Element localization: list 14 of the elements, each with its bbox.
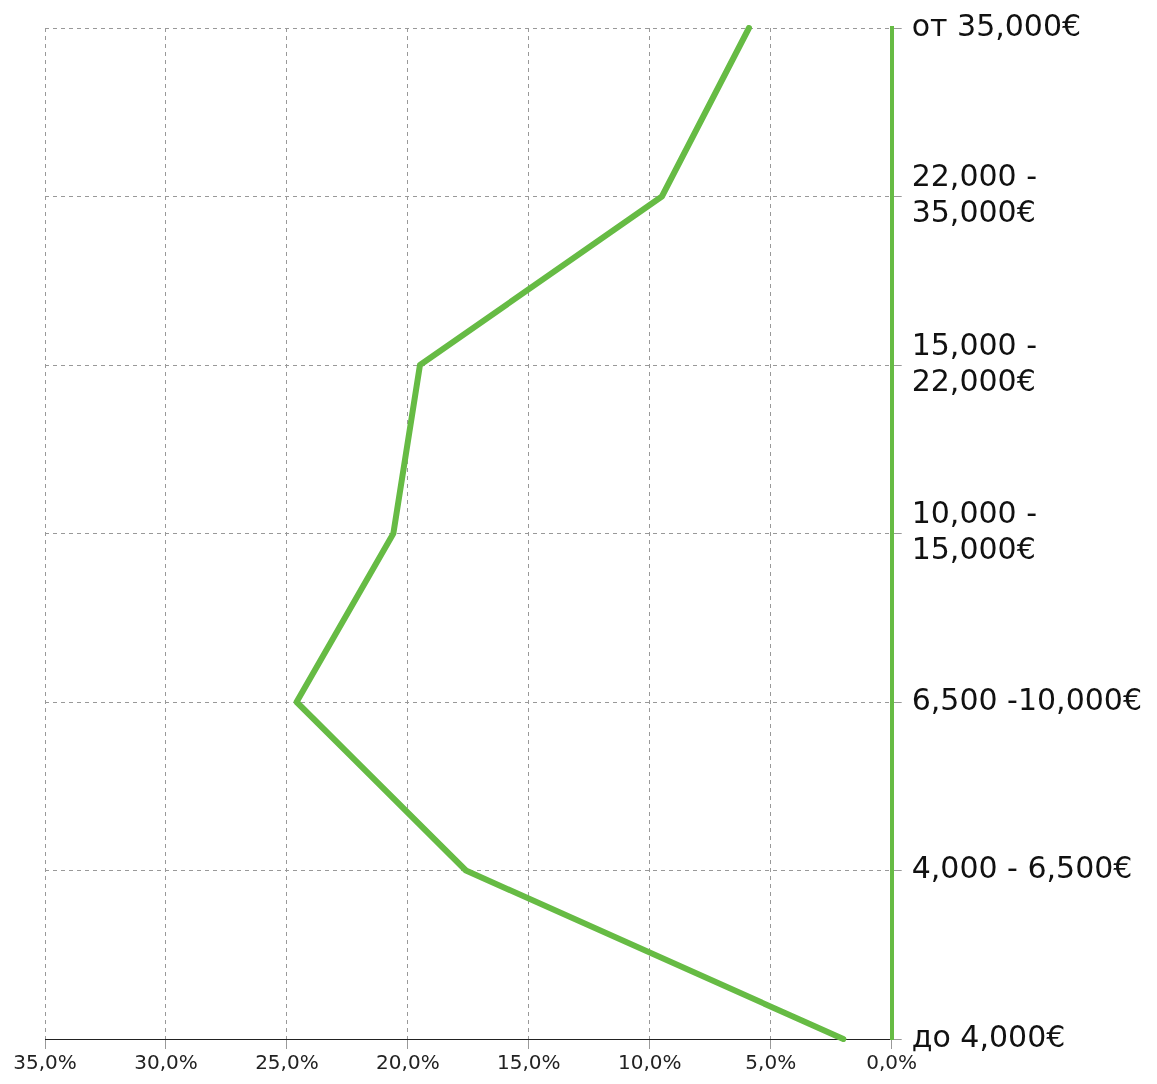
y-tick-label: 6,500 -10,000€	[911, 681, 1143, 717]
y-tick-label: 15,000 - 22,000€	[911, 326, 1038, 398]
x-tick-label: 25,0%	[255, 1050, 319, 1075]
y-tick-label: 4,000 - 6,500€	[911, 850, 1133, 886]
y-tick-label: 10,000 - 15,000€	[911, 495, 1038, 567]
x-tick-label: 20,0%	[376, 1050, 440, 1075]
y-tick-label: от 35,000€	[911, 7, 1082, 43]
x-tick-label: 5,0%	[745, 1050, 797, 1075]
x-tick-label: 35,0%	[13, 1050, 77, 1075]
y-tick-label: до 4,000€	[911, 1018, 1066, 1054]
x-tick-label: 10,0%	[618, 1050, 682, 1075]
x-tick-label: 15,0%	[497, 1050, 561, 1075]
y-tick-label: 22,000 - 35,000€	[911, 158, 1038, 230]
x-tick-label: 30,0%	[134, 1050, 198, 1075]
